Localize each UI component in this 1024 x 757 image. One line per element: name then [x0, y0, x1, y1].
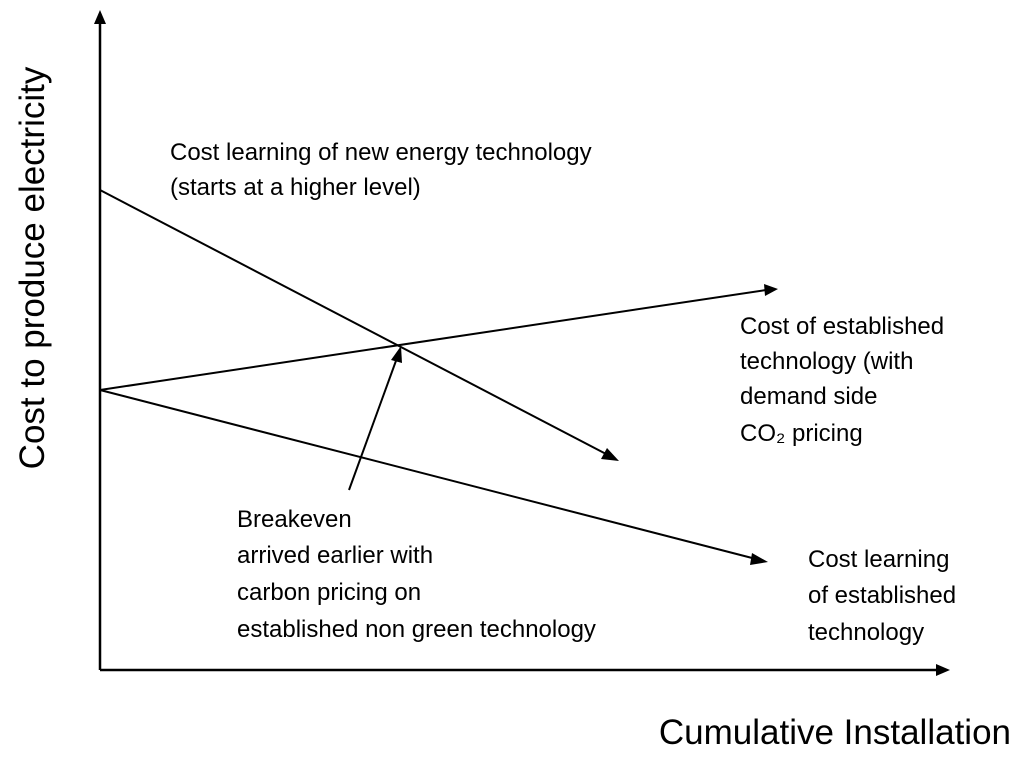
breakeven-annotation: Breakeven arrived earlier with carbon pr…	[237, 506, 596, 643]
breakeven-line-2: arrived earlier with	[237, 542, 433, 569]
new-tech-arrowhead	[601, 448, 619, 461]
established-learning-line-3: technology	[808, 619, 924, 646]
established-learning-line-2: of established	[808, 582, 956, 609]
established-co2-arrowhead	[764, 284, 778, 296]
established-co2-annotation: Cost of established technology (with dem…	[740, 313, 951, 447]
x-axis-title: Cumulative Installation	[659, 713, 1011, 752]
established-co2-line-4: CO₂ pricing	[740, 420, 863, 447]
new-tech-line-1: Cost learning of new energy technology	[170, 139, 592, 166]
new-tech-cost-line	[99, 189, 619, 461]
x-axis-arrowhead	[936, 664, 950, 676]
established-learning-annotation: Cost learning of established technology	[808, 546, 963, 646]
new-tech-annotation: Cost learning of new energy technology (…	[170, 139, 598, 201]
breakeven-line-3: carbon pricing on	[237, 579, 421, 606]
established-co2-line-3: demand side	[740, 383, 877, 410]
axes	[94, 10, 950, 676]
breakeven-pointer-arrow	[348, 346, 402, 491]
established-co2-line-2: technology (with	[740, 348, 913, 375]
established-learning-line-1: Cost learning	[808, 546, 949, 573]
established-learning-arrowhead	[750, 553, 768, 565]
new-tech-line-2: (starts at a higher level)	[170, 174, 421, 201]
breakeven-arrowhead	[391, 346, 402, 363]
breakeven-line-4: established non green technology	[237, 616, 596, 643]
y-axis-arrowhead	[94, 10, 106, 24]
established-co2-cost-line	[99, 284, 778, 391]
established-learning-cost-line	[99, 389, 768, 565]
y-axis-title: Cost to produce electricity	[13, 66, 52, 469]
breakeven-line-1: Breakeven	[237, 506, 352, 533]
established-co2-line-1: Cost of established	[740, 313, 944, 340]
